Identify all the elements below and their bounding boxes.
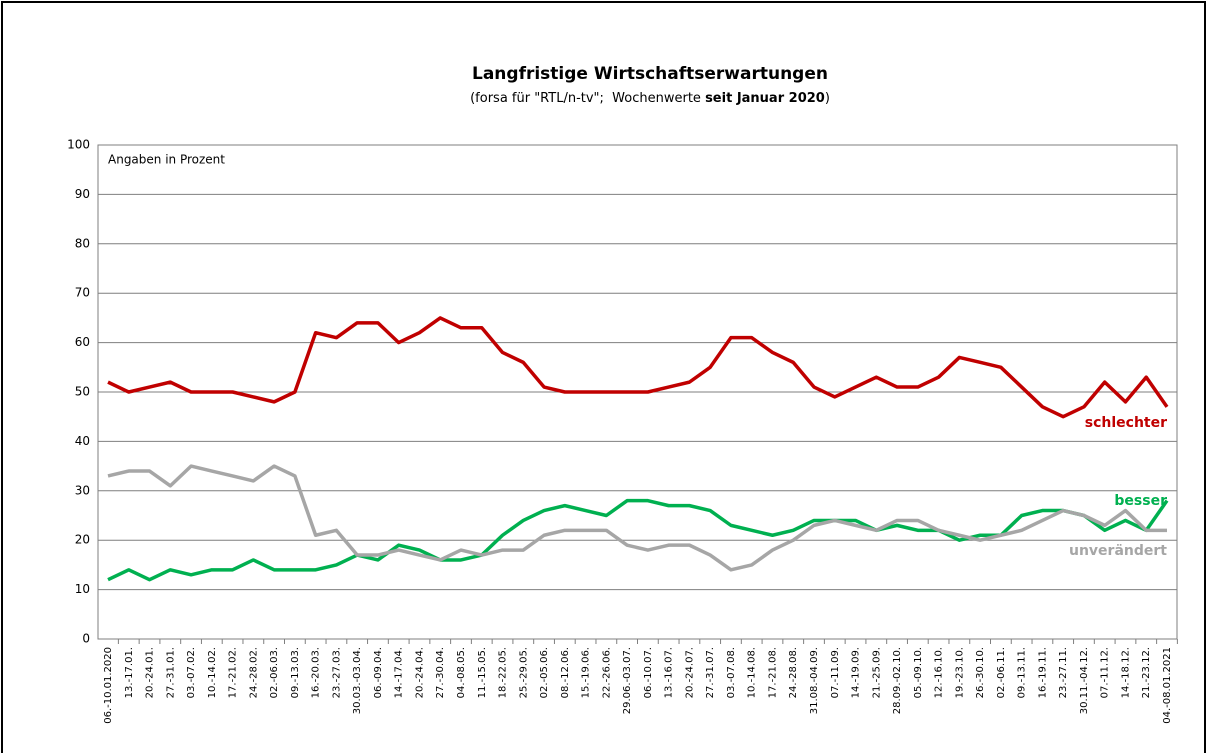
x-tick-label: 02.-05.06. [539,647,550,698]
x-tick-label: 16.-20.03. [311,647,322,698]
y-tick-label: 40 [75,434,90,448]
x-tick-label: 14.-18.12. [1120,647,1131,698]
x-tick-label: 09.-13.11. [1017,647,1028,698]
y-tick-label: 80 [75,236,90,250]
annotation: Angaben in Prozent [108,153,225,167]
y-tick-label: 0 [82,632,90,646]
x-tick-label: 14.-19.09. [851,647,862,698]
x-tick-label: 09.-13.03. [290,647,301,698]
x-tick-label: 03.-07.08. [726,647,737,698]
x-tick-label: 02.-06.03. [269,647,280,698]
x-tick-label: 08.-12.06. [560,647,571,698]
subtitle-bold: seit Januar 2020 [705,91,825,106]
x-tick-label: 27.-30.04. [435,647,446,698]
y-tick-label: 30 [75,483,90,497]
series-line [107,316,1169,419]
x-tick-label: 18.-22.05. [498,647,509,698]
x-tick-label: 10.-14.08. [747,647,758,698]
x-tick-label: 23.-27.03. [331,647,342,698]
x-tick-label: 24.-28.08. [788,647,799,698]
x-tick-label: 13.-16.07. [664,647,675,698]
series-line [107,464,1167,572]
x-tick-label: 30.11.-04.12. [1079,647,1090,714]
subtitle-text: (forsa für "RTL/n-tv"; Wochenwerte [470,91,705,106]
subtitle-text: ) [825,91,830,106]
x-tick-label: 20.-24.04. [414,647,425,698]
x-tick-label: 04.-08.05. [456,647,467,698]
x-tick-label: 10.-14.02. [207,647,218,698]
legend-label: besser [1114,493,1167,509]
x-tick-label: 22.-26.06. [601,647,612,698]
x-tick-label: 06.-10.07. [643,647,654,698]
x-tick-label: 14.-17.04. [394,647,405,698]
x-tick-label: 20.-24.07. [684,647,695,698]
legend-label: unverändert [1069,543,1167,559]
x-tick-label: 13.-17.01. [124,647,135,698]
x-tick-label: 16.-19.11. [1037,647,1048,698]
x-tick-label: 12.-16.10. [934,647,945,698]
legend-label: schlechter [1085,415,1167,431]
x-tick-label: 25.-29.05. [518,647,529,698]
x-tick-label: 19.-23.10. [954,647,965,698]
x-tick-label: 27.-31.07. [705,647,716,698]
x-tick-label: 29.06.-03.07. [622,647,633,714]
x-tick-label: 27.-31.01. [165,647,176,698]
y-tick-label: 60 [75,335,90,349]
y-tick-label: 10 [75,582,90,596]
x-tick-label: 02.-06.11. [996,647,1007,698]
x-tick-label: 28.09.-02.10. [892,647,903,714]
x-tick-label: 21.-23.12. [1141,647,1152,698]
series-line [107,498,1169,582]
x-tick-label: 15.-19.06. [581,647,592,698]
x-tick-label: 24.-28.02. [248,647,259,698]
x-tick-label: 05.-09.10. [913,647,924,698]
y-tick-label: 100 [67,138,90,152]
y-tick-label: 90 [75,187,90,201]
x-tick-label: 06.-10.01.2020 [103,647,114,724]
x-tick-label: 20.-24.01. [145,647,156,698]
x-tick-label: 11.-15.05. [477,647,488,698]
x-tick-label: 03.-07.02. [186,647,197,698]
chart-subtitle: (forsa für "RTL/n-tv"; Wochenwerte seit … [470,91,830,106]
x-tick-label: 31.08.-04.09. [809,647,820,714]
x-tick-label: 17.-21.02. [228,647,239,698]
y-tick-label: 50 [75,385,90,399]
x-tick-label: 26.-30.10. [975,647,986,698]
x-tick-label: 04.-08.01.2021 [1162,647,1173,724]
x-tick-label: 21.-25.09. [871,647,882,698]
x-tick-label: 07.-11.12. [1100,647,1111,698]
x-tick-label: 30.03.-03.04. [352,647,363,714]
y-tick-label: 70 [75,286,90,300]
x-tick-label: 06.-09.04. [373,647,384,698]
y-tick-label: 20 [75,533,90,547]
x-tick-label: 23.-27.11. [1058,647,1069,698]
x-tick-label: 17.-21.08. [767,647,778,698]
x-tick-label: 07.-11.09. [830,647,841,698]
chart-title: Langfristige Wirtschaftserwartungen [472,64,828,84]
